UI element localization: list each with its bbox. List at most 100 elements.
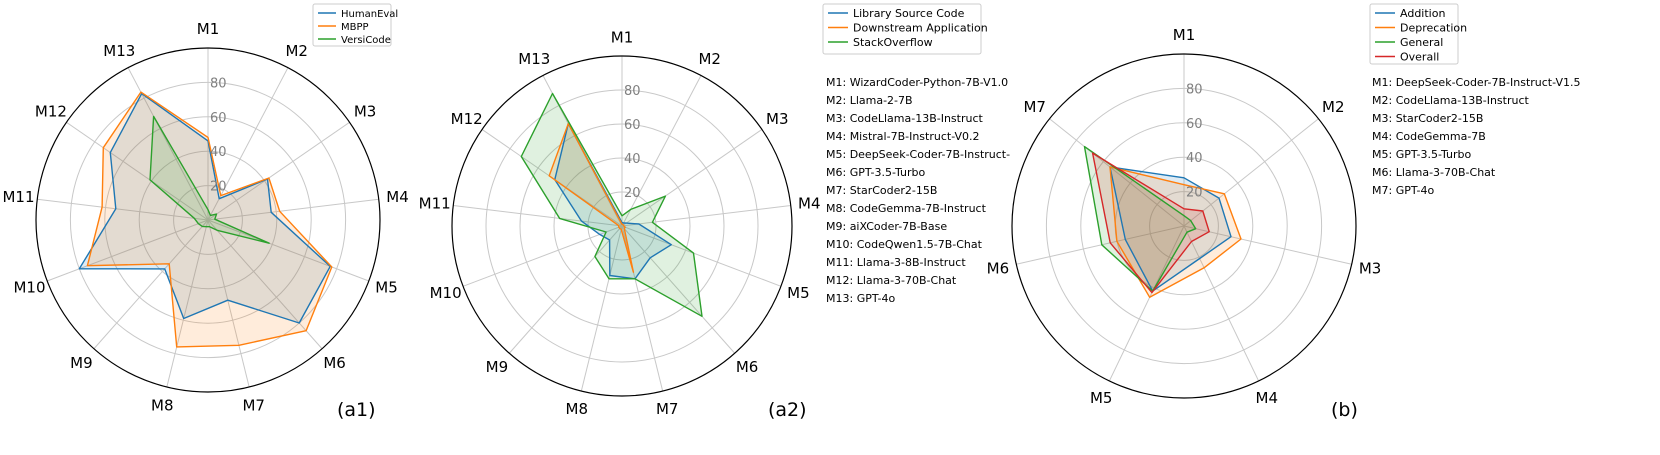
model-list-item: M2: Llama-2-7B — [826, 94, 913, 107]
series-fill-library-source-code — [554, 123, 672, 279]
model-list-item: M3: CodeLlama-13B-Instruct — [826, 112, 984, 125]
model-list-item: M6: GPT-3.5-Turbo — [826, 166, 926, 179]
grid-spoke — [621, 129, 763, 227]
grid-spoke — [453, 205, 623, 227]
axis-label-m4: M4 — [798, 194, 821, 212]
model-list-item: M1: DeepSeek-Coder-7B-Instruct-V1.5 — [1372, 76, 1580, 89]
axis-label-m8: M8 — [151, 396, 174, 414]
series-fill-humaneval — [79, 93, 331, 323]
grid-spoke — [37, 198, 209, 221]
radial-tick-label: 60 — [210, 111, 227, 126]
model-list-item: M7: StarCoder2-15B — [826, 184, 937, 197]
grid-spoke — [207, 219, 323, 350]
model-list-item: M2: CodeLlama-13B-Instruct — [1372, 94, 1530, 107]
model-list-item: M10: CodeQwen1.5-7B-Chat — [826, 238, 983, 251]
grid-spoke — [1183, 225, 1260, 382]
axis-label-m13: M13 — [518, 50, 550, 68]
series-fill-versicode — [150, 116, 270, 244]
grid-spoke — [462, 225, 623, 287]
grid-spoke — [166, 219, 209, 388]
axis-label-m4: M4 — [1256, 389, 1279, 407]
grid-spoke — [207, 67, 289, 221]
series-fill-deprecation — [1110, 167, 1241, 298]
axis-label-m2: M2 — [1322, 98, 1345, 116]
legend-frame — [1369, 3, 1459, 65]
series-fill-downstream-application — [549, 123, 634, 273]
series-line-stackoverflow — [520, 92, 703, 317]
legend-entry: MBPP — [341, 22, 369, 33]
series-line-versicode — [149, 115, 270, 244]
panel-label: (b) — [1331, 399, 1358, 421]
series-line-overall — [1091, 152, 1210, 294]
series-line-addition — [1109, 166, 1232, 292]
legend-entry: Downstream Application — [853, 22, 988, 35]
model-list-item: M5: GPT-3.5-Turbo — [1372, 148, 1472, 161]
radial-tick-label: 60 — [1186, 117, 1203, 132]
axis-label-m10: M10 — [430, 284, 462, 302]
axis-label-m1: M1 — [1173, 26, 1196, 44]
polar-frame — [1011, 53, 1357, 399]
axis-label-m11: M11 — [419, 194, 451, 212]
radial-tick-label: 40 — [624, 152, 641, 167]
grid-spoke — [508, 225, 623, 354]
model-list: M1: WizardCoder-Python-7B-V1.0 M2: Llama-… — [826, 76, 1010, 305]
series-line-library-source-code — [554, 122, 672, 280]
radial-tick-label: 80 — [624, 84, 641, 99]
radar-panel-3: 20 40 60 80 M1 M2 M3 M4 M5 M6 M7 (b) Addition Depreca… — [987, 3, 1580, 421]
axis-label-m6: M6 — [987, 260, 1010, 278]
axis-label-m5: M5 — [375, 279, 398, 297]
radial-tick-label: 20 — [624, 186, 641, 201]
legend-entry: Deprecation — [1400, 22, 1467, 35]
series-line-mbpp — [86, 91, 333, 348]
axis-label-m1: M1 — [611, 28, 634, 46]
legend-entry: Overall — [1400, 51, 1439, 64]
axis-label-m11: M11 — [2, 188, 34, 206]
legend-entry: Addition — [1400, 7, 1445, 20]
legend-entry: HumanEval — [341, 9, 398, 20]
axis-label-m13: M13 — [103, 42, 135, 60]
radial-tick-label: 20 — [1186, 186, 1203, 201]
grid-spoke — [46, 219, 209, 282]
axis-label-m6: M6 — [736, 358, 759, 376]
axis-label-m9: M9 — [486, 358, 509, 376]
radial-tick-label: 60 — [624, 118, 641, 133]
model-list-item: M8: CodeGemma-7B-Instruct — [826, 202, 987, 215]
grid-spoke — [1108, 225, 1185, 382]
model-list-item: M1: WizardCoder-Python-7B-V1.0 — [826, 76, 1008, 89]
axis-label-m7: M7 — [1023, 98, 1046, 116]
axis-label-m8: M8 — [566, 400, 589, 418]
legend-entry: StackOverflow — [853, 36, 933, 49]
axis-label-m3: M3 — [1359, 260, 1382, 278]
series-fill-mbpp — [87, 92, 332, 347]
radial-tick-label: 40 — [210, 145, 227, 160]
legend-frame — [822, 3, 982, 55]
series-fill-addition — [1110, 167, 1231, 292]
grid-spoke — [580, 225, 623, 392]
series-line-humaneval — [78, 92, 331, 324]
axis-label-m10: M10 — [13, 279, 45, 297]
model-list-item: M4: Mistral-7B-Instruct-V0.2 — [826, 130, 980, 143]
grid-spoke — [66, 121, 209, 221]
radial-tick-label: 80 — [210, 76, 227, 91]
legend-entry: VersiCode — [341, 35, 391, 46]
grid-spoke — [207, 121, 350, 221]
model-list-item: M4: CodeGemma-7B — [1372, 130, 1486, 143]
legend: Library Source Code Downstream Applicatio… — [822, 3, 988, 55]
grid-spoke — [1016, 225, 1185, 265]
axis-label-m12: M12 — [35, 103, 67, 121]
axis-label-m2: M2 — [698, 50, 721, 68]
polar-frame — [451, 55, 793, 397]
grid-spoke — [621, 225, 736, 354]
grid-spoke — [93, 219, 209, 350]
model-list-item: M11: Llama-3-8B-Instruct — [826, 256, 966, 269]
axis-label-m3: M3 — [766, 110, 789, 128]
model-list-item: M6: Llama-3-70B-Chat — [1372, 166, 1496, 179]
grid-spoke — [621, 225, 782, 287]
grid-spoke — [621, 75, 702, 227]
axis-label-m1: M1 — [197, 20, 220, 38]
model-list-item: M13: GPT-4o — [826, 292, 896, 305]
model-list-item: M3: StarCoder2-15B — [1372, 112, 1483, 125]
grid-spoke — [207, 219, 370, 282]
